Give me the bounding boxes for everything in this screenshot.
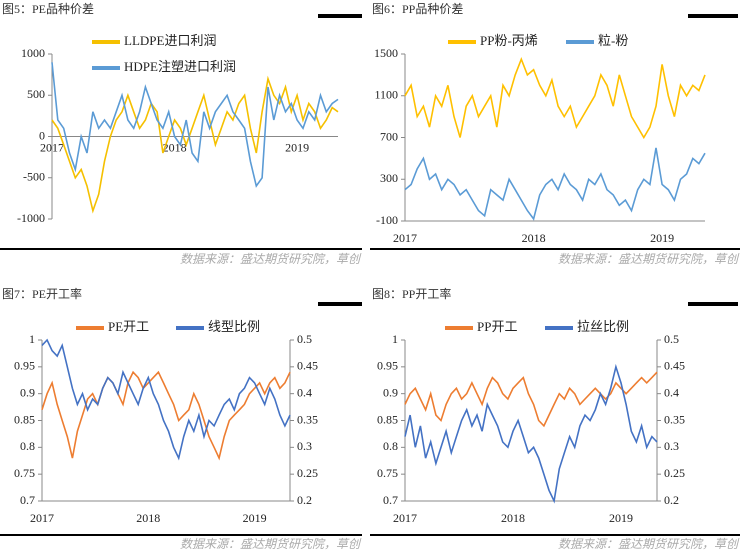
title-bar	[318, 14, 362, 18]
y2-tick-label: 0.5	[297, 332, 312, 346]
x-tick-label: 2017	[393, 231, 417, 245]
x-tick-label: 2017	[30, 511, 54, 525]
title-bar	[318, 302, 362, 306]
legend-label: LLDPE进口利润	[124, 33, 216, 48]
y-tick-label: 0.75	[14, 466, 35, 480]
y-tick-label: 0.85	[377, 412, 398, 426]
y2-tick-label: 0.5	[664, 332, 679, 346]
y-tick-label: -1000	[17, 211, 45, 225]
y-tick-label: 1000	[21, 46, 45, 60]
y-tick-label: 0.7	[20, 493, 35, 507]
y2-tick-label: 0.25	[664, 466, 685, 480]
legend-label: PP粉-丙烯	[480, 33, 538, 48]
x-tick-label: 2019	[650, 231, 674, 245]
y-tick-label: 1	[392, 332, 398, 346]
separator	[0, 248, 362, 250]
x-tick-label: 2018	[136, 511, 160, 525]
x-tick-label: 2017	[40, 140, 64, 154]
y-tick-label: 1	[29, 332, 35, 346]
y-tick-label: 0.9	[20, 385, 35, 399]
y2-tick-label: 0.4	[297, 385, 312, 399]
legend-label: HDPE注塑进口利润	[124, 59, 236, 74]
y2-tick-label: 0.45	[297, 359, 318, 373]
y-tick-label: 1100	[374, 88, 398, 102]
y2-tick-label: 0.45	[664, 359, 685, 373]
legend-label: PE开工	[108, 319, 149, 334]
x-tick-label: 2019	[285, 140, 309, 154]
title-bar	[688, 14, 738, 18]
y-tick-label: 0.7	[383, 493, 398, 507]
series-line	[404, 371, 658, 428]
legend-label: 粒-粉	[598, 33, 628, 48]
source-note: 数据来源：盛达期货研究院，草创	[180, 252, 362, 266]
series-line	[404, 363, 658, 504]
y-tick-label: 0.95	[377, 359, 398, 373]
source-note: 数据来源：盛达期货研究院，草创	[180, 537, 362, 551]
y2-tick-label: 0.35	[664, 412, 685, 426]
y-tick-label: 300	[380, 171, 398, 185]
source-note: 数据来源：盛达期货研究院，草创	[558, 537, 740, 551]
y-tick-label: 0.9	[383, 385, 398, 399]
legend-label: 拉丝比例	[577, 319, 629, 334]
y2-tick-label: 0.3	[297, 439, 312, 453]
y2-tick-label: 0.2	[297, 493, 312, 507]
chart-title: 图8：PP开工率	[372, 286, 451, 301]
series-line	[41, 338, 291, 461]
y-tick-label: 0	[39, 128, 45, 142]
title-bar	[688, 302, 738, 306]
series-line	[51, 75, 339, 214]
y-tick-label: 0.75	[377, 466, 398, 480]
legend-label: PP开工	[477, 319, 517, 334]
series-line	[404, 56, 706, 140]
y-tick-label: 0.8	[383, 439, 398, 453]
y-tick-label: -100	[376, 213, 398, 227]
y-tick-label: 0.85	[14, 412, 35, 426]
legend-label: 线型比例	[208, 319, 260, 334]
y-tick-label: 500	[27, 87, 45, 101]
y-tick-label: -500	[23, 170, 45, 184]
chart-title: 图7：PE开工率	[2, 286, 82, 301]
series-line	[51, 62, 339, 188]
y2-tick-label: 0.35	[297, 412, 318, 426]
x-tick-label: 2019	[609, 511, 633, 525]
y2-tick-label: 0.2	[664, 493, 679, 507]
y-tick-label: 1500	[374, 46, 398, 60]
separator	[370, 534, 740, 536]
x-tick-label: 2018	[501, 511, 525, 525]
x-tick-label: 2018	[522, 231, 546, 245]
chart-title: 图5：PE品种价差	[2, 2, 94, 16]
separator	[0, 534, 362, 536]
series-line	[41, 370, 291, 461]
series-line	[404, 147, 706, 221]
chart-title: 图6：PP品种价差	[372, 2, 463, 16]
y2-tick-label: 0.3	[664, 439, 679, 453]
separator	[370, 248, 740, 250]
source-note: 数据来源：盛达期货研究院，草创	[558, 252, 740, 266]
x-tick-label: 2017	[393, 511, 417, 525]
y-tick-label: 0.8	[20, 439, 35, 453]
y-tick-label: 700	[380, 129, 398, 143]
y2-tick-label: 0.4	[664, 385, 679, 399]
y-tick-label: 0.95	[14, 359, 35, 373]
x-tick-label: 2019	[243, 511, 267, 525]
y2-tick-label: 0.25	[297, 466, 318, 480]
